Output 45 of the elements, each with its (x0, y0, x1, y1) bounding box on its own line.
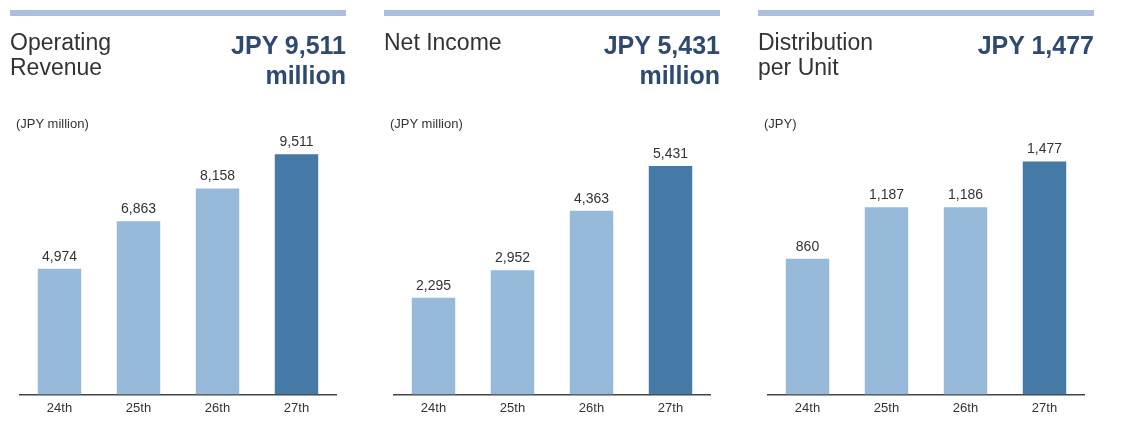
x-tick-label: 26th (204, 399, 231, 415)
bar (1022, 161, 1067, 395)
chart-subtitle: JPY 9,511 million (230, 30, 346, 90)
bar (274, 154, 319, 395)
bar (195, 188, 240, 395)
data-label: 5,431 (652, 144, 689, 161)
x-tick-label: 24th (46, 399, 73, 415)
chart-subtitle: JPY 5,431 million (602, 30, 720, 90)
bar (490, 270, 535, 395)
data-label: 1,477 (1026, 140, 1063, 157)
chart-title: Net Income (384, 29, 503, 55)
chart-subtitle: JPY 1,477 (976, 30, 1094, 60)
x-tick-label: 27th (1031, 399, 1058, 415)
data-label: 8,158 (199, 167, 236, 184)
x-tick-label: 24th (794, 399, 821, 415)
data-label: 1,187 (868, 186, 905, 203)
data-label: 4,974 (41, 247, 78, 264)
data-label: 2,952 (494, 249, 531, 266)
x-tick-label: 27th (283, 399, 310, 415)
x-tick-label: 25th (873, 399, 900, 415)
chart-title: Distribution per Unit (758, 29, 875, 80)
bar (569, 210, 614, 395)
bar (943, 207, 988, 395)
y-axis-title: (JPY million) (16, 116, 90, 132)
bar (411, 297, 456, 395)
bar (116, 221, 161, 395)
chart-title: Operating Revenue (10, 29, 112, 80)
x-tick-label: 26th (578, 399, 605, 415)
data-label: 1,186 (947, 186, 984, 203)
x-tick-label: 25th (125, 399, 152, 415)
y-axis-title: (JPY million) (390, 116, 464, 132)
x-tick-label: 26th (952, 399, 979, 415)
data-label: 4,363 (573, 189, 610, 206)
bar (648, 165, 693, 395)
x-tick-label: 25th (499, 399, 526, 415)
data-label: 6,863 (120, 200, 157, 217)
data-label: 860 (795, 237, 820, 254)
data-label: 2,295 (415, 276, 452, 293)
y-axis-title: (JPY) (764, 116, 798, 132)
x-tick-label: 27th (657, 399, 684, 415)
bar (864, 207, 909, 395)
bar (37, 268, 82, 395)
data-label: 9,511 (279, 133, 314, 150)
x-tick-label: 24th (420, 399, 447, 415)
bar (785, 258, 830, 395)
